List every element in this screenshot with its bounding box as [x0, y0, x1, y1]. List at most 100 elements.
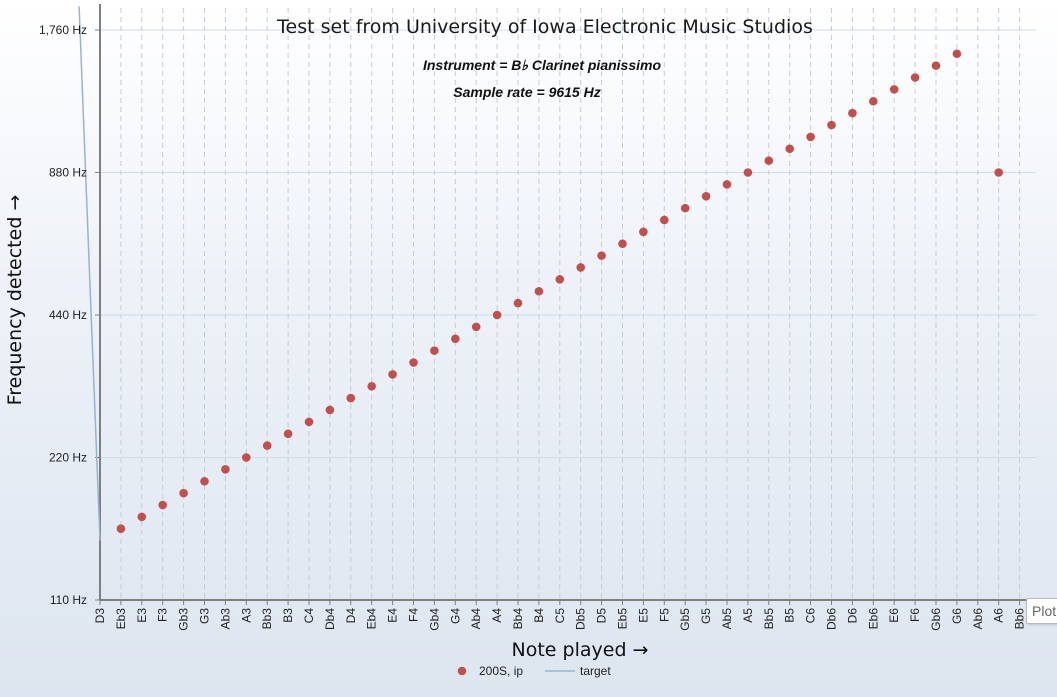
grid-layer: [100, 8, 1036, 600]
y-tick-label: 440 Hz: [49, 308, 87, 322]
data-point: [785, 144, 794, 154]
x-tick-label: E4: [386, 608, 400, 623]
chart-subtitle-sample-rate: Sample rate = 9615 Hz: [453, 84, 600, 100]
x-tick-label: E6: [887, 608, 901, 623]
data-point: [534, 286, 544, 296]
data-point: [848, 108, 857, 118]
data-point: [869, 96, 878, 106]
data-point: [994, 168, 1003, 177]
data-point: [639, 227, 648, 237]
x-tick-label: A6: [992, 608, 1006, 623]
data-point: [242, 453, 251, 462]
legend-label-points: 200S, ip: [479, 664, 523, 678]
x-tick-label: F5: [657, 608, 671, 622]
x-tick-label: E5: [636, 608, 650, 623]
y-tick-label: 1,760 Hz: [39, 23, 87, 37]
data-point: [116, 524, 126, 534]
x-tick-label: Bb6: [1013, 608, 1027, 630]
data-point: [952, 49, 962, 59]
x-tick-label: Eb3: [114, 608, 128, 630]
legend-label-line: target: [580, 664, 611, 678]
data-point: [137, 512, 147, 522]
target-line: [78, 6, 101, 541]
y-tick-label: 110 Hz: [50, 593, 87, 607]
data-point: [701, 191, 711, 201]
x-tick-label: Ab3: [218, 608, 232, 630]
x-tick-label: Ab5: [720, 608, 734, 630]
x-tick-label: Gb5: [678, 608, 692, 631]
data-point: [513, 298, 523, 308]
x-tick-label: G5: [699, 608, 713, 624]
legend-marker-points: [457, 666, 467, 676]
data-point: [471, 322, 481, 332]
x-tick-label: B4: [532, 608, 546, 623]
data-point: [346, 393, 356, 403]
data-point: [179, 488, 188, 498]
data-point: [325, 405, 335, 415]
data-point: [262, 441, 272, 450]
data-point: [827, 120, 836, 130]
data-point: [660, 215, 669, 225]
x-tick-label: Db5: [574, 608, 588, 630]
plot-tab[interactable]: Plot: [1026, 598, 1057, 624]
data-point: [618, 239, 627, 249]
x-tick-label: G3: [198, 608, 212, 624]
data-point: [764, 156, 774, 165]
x-tick-label: E3: [135, 608, 149, 623]
x-tick-label: Gb3: [177, 608, 191, 631]
x-tick-label: G6: [950, 608, 964, 624]
x-tick-label: A3: [239, 608, 253, 623]
data-point: [910, 73, 920, 82]
x-tick-label: C6: [804, 608, 818, 624]
chart-subtitle-instrument: Instrument = B♭ Clarinet pianissimo: [423, 57, 661, 73]
data-point: [576, 263, 585, 272]
x-tick-label: A5: [741, 608, 755, 623]
x-tick-label: C5: [553, 608, 567, 624]
data-point: [806, 132, 815, 142]
x-tick-label: F3: [156, 608, 170, 622]
y-tick-label: 880 Hz: [49, 166, 87, 180]
data-point: [304, 417, 314, 427]
data-point: [388, 370, 397, 379]
data-point: [409, 358, 418, 367]
x-tick-label: Db6: [825, 608, 839, 630]
data-point: [221, 465, 230, 474]
x-tick-label: F6: [908, 608, 922, 622]
x-tick-label: Gb6: [929, 608, 943, 631]
x-tick-label: D6: [845, 608, 859, 624]
axis-layer: [95, 4, 1036, 605]
x-tick-label: Bb5: [762, 608, 776, 630]
x-tick-label: Eb6: [866, 608, 880, 630]
text-layer: 110 Hz 220 Hz 440 Hz 880 Hz 1,760 Hz D3 Eb3 E3 F…: [4, 16, 1027, 661]
data-point: [722, 180, 732, 189]
chart-title: Test set from University of Iowa Electro…: [276, 16, 813, 38]
data-point: [492, 310, 502, 320]
data-point: [931, 61, 941, 70]
x-tick-label: B5: [783, 608, 797, 623]
x-axis-title: Note played →: [512, 639, 649, 661]
data-point: [158, 500, 167, 510]
x-tick-label: D3: [93, 608, 107, 624]
x-tick-label: Db4: [323, 608, 337, 630]
x-tick-label: A4: [490, 608, 504, 623]
x-tick-label: C4: [302, 608, 316, 624]
data-point: [451, 334, 460, 344]
x-tick-label: Gb4: [427, 608, 441, 631]
x-tick-label: B3: [281, 608, 295, 623]
data-point: [283, 429, 293, 439]
x-tick-label: D4: [344, 608, 358, 624]
x-tick-label: Ab6: [971, 608, 985, 630]
x-tick-label: Eb5: [616, 608, 630, 630]
series-layer: [78, 6, 1003, 541]
data-point: [200, 476, 209, 486]
x-tick-label: Ab4: [469, 608, 483, 630]
x-tick-label: Bb3: [260, 608, 274, 630]
data-point: [367, 381, 377, 391]
data-point: [430, 346, 439, 355]
x-tick-label: Eb4: [365, 608, 379, 630]
y-tick-label: 220 Hz: [49, 451, 87, 465]
data-point: [597, 251, 606, 260]
x-tick-label: F4: [407, 608, 421, 622]
data-point: [743, 168, 753, 177]
